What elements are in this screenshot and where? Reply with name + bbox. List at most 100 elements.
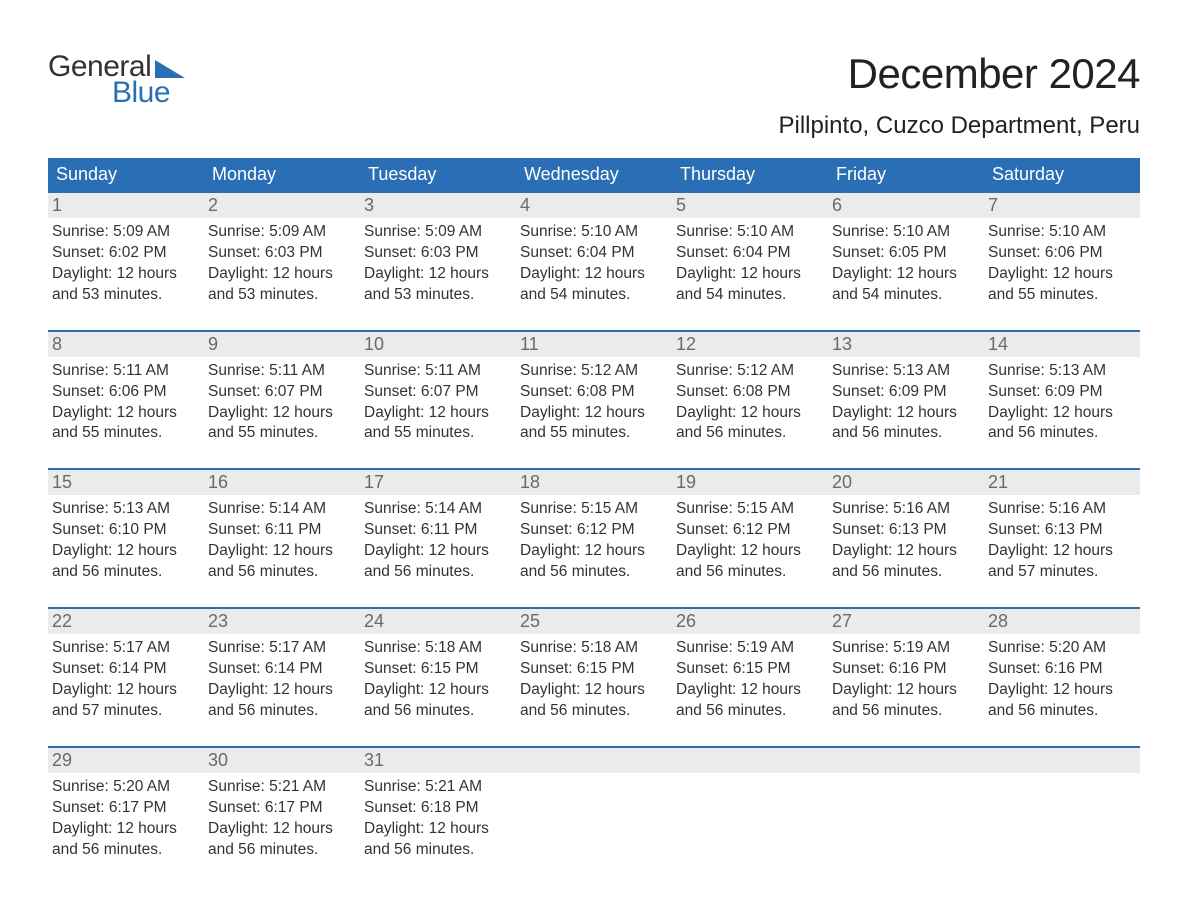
daylight-line: Daylight: 12 hours and 56 minutes. [364,541,510,583]
day-number-row [672,748,828,773]
day-cell: 5Sunrise: 5:10 AMSunset: 6:04 PMDaylight… [672,193,828,306]
sunrise-line: Sunrise: 5:16 AM [988,499,1134,520]
sunrise-line: Sunrise: 5:14 AM [208,499,354,520]
day-body: Sunrise: 5:10 AMSunset: 6:04 PMDaylight:… [672,218,828,306]
day-number-row: 28 [984,609,1140,634]
sunset-line: Sunset: 6:17 PM [208,798,354,819]
sunrise-line: Sunrise: 5:13 AM [988,361,1134,382]
day-cell: 31Sunrise: 5:21 AMSunset: 6:18 PMDayligh… [360,748,516,861]
sunset-line: Sunset: 6:12 PM [676,520,822,541]
daylight-line: Daylight: 12 hours and 53 minutes. [364,264,510,306]
sunset-line: Sunset: 6:16 PM [832,659,978,680]
day-body: Sunrise: 5:09 AMSunset: 6:02 PMDaylight:… [48,218,204,306]
sunset-line: Sunset: 6:08 PM [520,382,666,403]
day-number-row: 6 [828,193,984,218]
logo: General Blue [48,50,185,110]
sunset-line: Sunset: 6:03 PM [208,243,354,264]
sunrise-line: Sunrise: 5:12 AM [676,361,822,382]
sunset-line: Sunset: 6:13 PM [988,520,1134,541]
day-number: 7 [984,193,1140,218]
day-number: 28 [984,609,1140,634]
day-number-row: 20 [828,470,984,495]
sunset-line: Sunset: 6:11 PM [364,520,510,541]
day-cell: 17Sunrise: 5:14 AMSunset: 6:11 PMDayligh… [360,470,516,583]
day-number: 24 [360,609,516,634]
day-body: Sunrise: 5:13 AMSunset: 6:09 PMDaylight:… [984,357,1140,445]
day-number: 11 [516,332,672,357]
day-number [984,748,1140,773]
day-cell: 11Sunrise: 5:12 AMSunset: 6:08 PMDayligh… [516,332,672,445]
day-body: Sunrise: 5:12 AMSunset: 6:08 PMDaylight:… [516,357,672,445]
day-body: Sunrise: 5:18 AMSunset: 6:15 PMDaylight:… [516,634,672,722]
day-number: 19 [672,470,828,495]
day-body: Sunrise: 5:14 AMSunset: 6:11 PMDaylight:… [360,495,516,583]
sunrise-line: Sunrise: 5:09 AM [208,222,354,243]
day-body: Sunrise: 5:11 AMSunset: 6:07 PMDaylight:… [360,357,516,445]
day-cell: 18Sunrise: 5:15 AMSunset: 6:12 PMDayligh… [516,470,672,583]
month-title: December 2024 [779,50,1141,98]
day-number-row: 8 [48,332,204,357]
day-number-row [984,748,1140,773]
sunrise-line: Sunrise: 5:20 AM [52,777,198,798]
day-body: Sunrise: 5:11 AMSunset: 6:06 PMDaylight:… [48,357,204,445]
sunset-line: Sunset: 6:11 PM [208,520,354,541]
daylight-line: Daylight: 12 hours and 56 minutes. [208,819,354,861]
day-body: Sunrise: 5:10 AMSunset: 6:05 PMDaylight:… [828,218,984,306]
day-number: 31 [360,748,516,773]
day-cell: 13Sunrise: 5:13 AMSunset: 6:09 PMDayligh… [828,332,984,445]
sunset-line: Sunset: 6:17 PM [52,798,198,819]
sunrise-line: Sunrise: 5:13 AM [832,361,978,382]
sunrise-line: Sunrise: 5:12 AM [520,361,666,382]
day-number-row: 18 [516,470,672,495]
sunset-line: Sunset: 6:10 PM [52,520,198,541]
daylight-line: Daylight: 12 hours and 55 minutes. [208,403,354,445]
header: General Blue December 2024 Pillpinto, Cu… [48,50,1140,140]
day-body: Sunrise: 5:17 AMSunset: 6:14 PMDaylight:… [48,634,204,722]
sunset-line: Sunset: 6:03 PM [364,243,510,264]
day-number-row: 5 [672,193,828,218]
day-body: Sunrise: 5:11 AMSunset: 6:07 PMDaylight:… [204,357,360,445]
day-number-row [516,748,672,773]
day-cell: 25Sunrise: 5:18 AMSunset: 6:15 PMDayligh… [516,609,672,722]
location: Pillpinto, Cuzco Department, Peru [779,112,1141,140]
day-number-row: 19 [672,470,828,495]
day-number-row: 21 [984,470,1140,495]
day-body: Sunrise: 5:20 AMSunset: 6:17 PMDaylight:… [48,773,204,861]
day-number: 26 [672,609,828,634]
day-number: 20 [828,470,984,495]
day-body: Sunrise: 5:19 AMSunset: 6:16 PMDaylight:… [828,634,984,722]
day-number-row: 27 [828,609,984,634]
day-cell [828,748,984,861]
sunrise-line: Sunrise: 5:21 AM [364,777,510,798]
sunset-line: Sunset: 6:13 PM [832,520,978,541]
daylight-line: Daylight: 12 hours and 56 minutes. [676,680,822,722]
sunrise-line: Sunrise: 5:13 AM [52,499,198,520]
week-row: 29Sunrise: 5:20 AMSunset: 6:17 PMDayligh… [48,746,1140,861]
day-number: 5 [672,193,828,218]
week-row: 1Sunrise: 5:09 AMSunset: 6:02 PMDaylight… [48,191,1140,306]
sunset-line: Sunset: 6:02 PM [52,243,198,264]
day-number-row: 30 [204,748,360,773]
daylight-line: Daylight: 12 hours and 56 minutes. [52,819,198,861]
day-number-row: 14 [984,332,1140,357]
day-body: Sunrise: 5:17 AMSunset: 6:14 PMDaylight:… [204,634,360,722]
day-number: 22 [48,609,204,634]
day-cell: 1Sunrise: 5:09 AMSunset: 6:02 PMDaylight… [48,193,204,306]
day-number [828,748,984,773]
day-number: 8 [48,332,204,357]
sunrise-line: Sunrise: 5:17 AM [52,638,198,659]
sunrise-line: Sunrise: 5:10 AM [832,222,978,243]
day-body: Sunrise: 5:15 AMSunset: 6:12 PMDaylight:… [672,495,828,583]
day-number: 6 [828,193,984,218]
day-number: 1 [48,193,204,218]
day-cell: 20Sunrise: 5:16 AMSunset: 6:13 PMDayligh… [828,470,984,583]
day-body: Sunrise: 5:14 AMSunset: 6:11 PMDaylight:… [204,495,360,583]
daylight-line: Daylight: 12 hours and 57 minutes. [988,541,1134,583]
day-cell: 27Sunrise: 5:19 AMSunset: 6:16 PMDayligh… [828,609,984,722]
day-body: Sunrise: 5:20 AMSunset: 6:16 PMDaylight:… [984,634,1140,722]
sunset-line: Sunset: 6:07 PM [208,382,354,403]
day-number-row: 25 [516,609,672,634]
dow-tuesday: Tuesday [360,158,516,191]
day-number: 12 [672,332,828,357]
daylight-line: Daylight: 12 hours and 55 minutes. [364,403,510,445]
